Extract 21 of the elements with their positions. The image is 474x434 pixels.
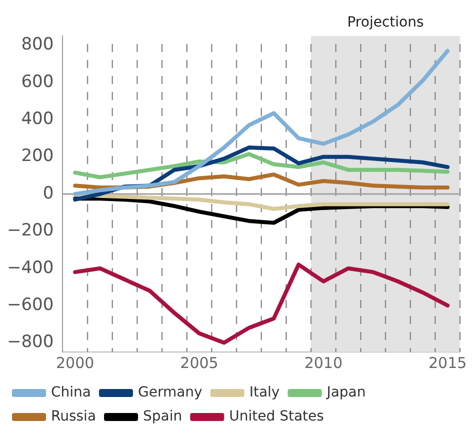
y-tick-label: 400 — [21, 109, 54, 130]
y-tick-label: 800 — [21, 34, 54, 55]
x-tick-label: 2000 — [56, 354, 94, 372]
y-tick-label: 600 — [21, 72, 54, 92]
y-tick-label: −200 — [6, 220, 54, 241]
y-tick-label: −800 — [6, 332, 54, 352]
legend-label: Russia — [51, 408, 96, 425]
x-tick-label: 2005 — [180, 354, 218, 372]
legend-label: Italy — [249, 384, 280, 401]
legend-label: Germany — [138, 384, 202, 401]
x-tick-label: 2010 — [304, 354, 343, 372]
legend-label: United States — [229, 408, 324, 425]
y-tick-label: −600 — [6, 294, 54, 315]
legend-label: China — [51, 384, 91, 401]
x-tick-label: 2015 — [428, 354, 467, 372]
y-tick-label: −400 — [6, 258, 54, 278]
legend-label: Japan — [326, 384, 366, 401]
y-tick-label: 200 — [21, 146, 54, 166]
band-label: Projections — [347, 14, 424, 31]
legend-label: Spain — [143, 408, 182, 425]
y-tick-label: 0 — [42, 183, 54, 204]
